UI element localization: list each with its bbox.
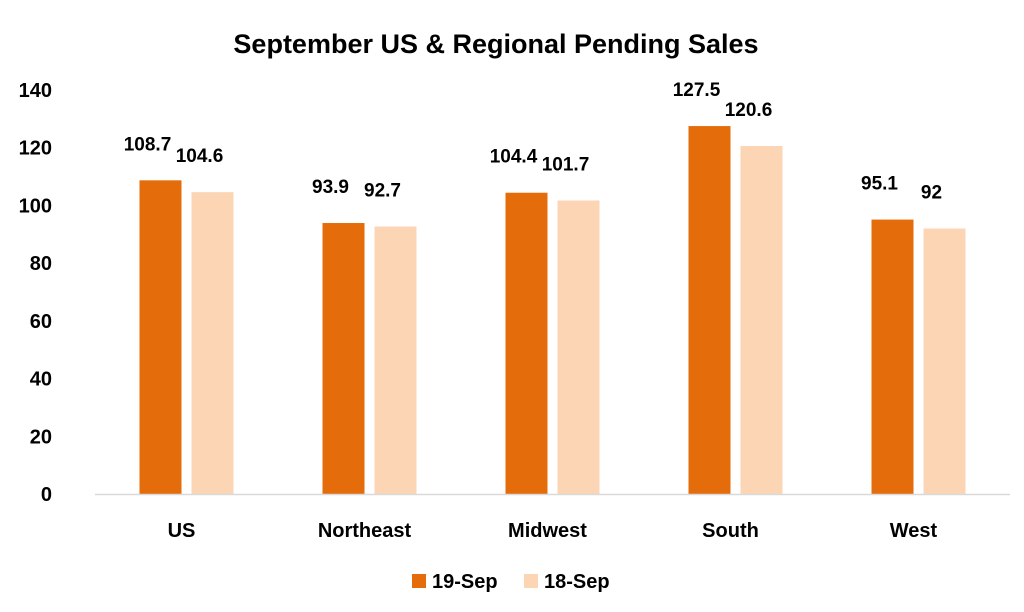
bar-18-sep-us bbox=[191, 192, 234, 494]
bar-19-sep-midwest bbox=[505, 192, 548, 494]
chart-title: September US & Regional Pending Sales bbox=[233, 29, 758, 59]
x-axis: US Northeast Midwest South West bbox=[168, 520, 938, 542]
bar-18-sep-northeast bbox=[374, 226, 417, 494]
x-tick-label: US bbox=[168, 520, 196, 542]
legend-label: 18-Sep bbox=[544, 571, 610, 593]
x-tick-label: Northeast bbox=[318, 520, 412, 542]
data-label: 104.4 bbox=[490, 147, 538, 168]
bar-19-sep-northeast bbox=[322, 223, 365, 494]
data-label: 101.7 bbox=[542, 155, 590, 176]
legend: 19-Sep 18-Sep bbox=[412, 571, 610, 593]
legend-label: 19-Sep bbox=[432, 571, 498, 593]
y-tick-label: 40 bbox=[30, 369, 52, 391]
data-label: 127.5 bbox=[673, 80, 721, 101]
data-label: 93.9 bbox=[312, 177, 349, 198]
legend-swatch bbox=[412, 574, 426, 588]
data-label: 92 bbox=[921, 183, 942, 204]
bar-18-sep-west bbox=[923, 228, 966, 494]
data-label: 92.7 bbox=[364, 180, 401, 201]
y-tick-label: 100 bbox=[19, 195, 52, 217]
y-tick-label: 80 bbox=[30, 253, 52, 275]
data-label: 104.6 bbox=[176, 146, 224, 167]
y-tick-label: 120 bbox=[19, 138, 52, 160]
data-label: 120.6 bbox=[725, 100, 773, 121]
y-tick-label: 20 bbox=[30, 426, 52, 448]
x-tick-label: West bbox=[890, 520, 938, 542]
bar-18-sep-midwest bbox=[557, 200, 600, 494]
data-label: 95.1 bbox=[861, 174, 898, 195]
data-label: 108.7 bbox=[124, 134, 172, 155]
y-tick-label: 60 bbox=[30, 311, 52, 333]
legend-swatch bbox=[524, 574, 538, 588]
bar-19-sep-south bbox=[688, 126, 731, 495]
y-tick-label: 140 bbox=[19, 80, 52, 102]
bar-18-sep-south bbox=[740, 145, 783, 495]
bar-19-sep-west bbox=[871, 219, 914, 494]
x-tick-label: South bbox=[702, 520, 759, 542]
bar-series bbox=[139, 126, 966, 495]
y-axis: 0 20 40 60 80 100 120 140 bbox=[19, 80, 52, 506]
y-tick-label: 0 bbox=[41, 484, 52, 506]
x-tick-label: Midwest bbox=[508, 520, 587, 542]
bar-19-sep-us bbox=[139, 180, 182, 494]
